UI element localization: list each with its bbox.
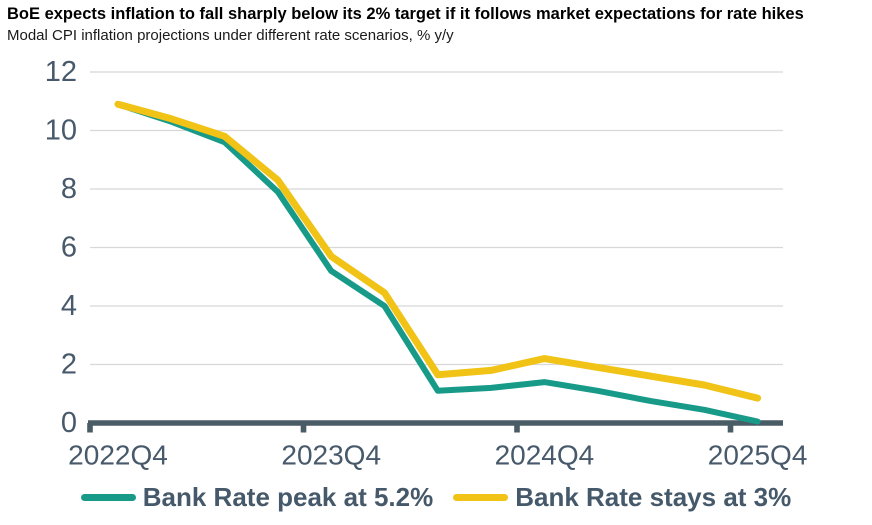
- x-axis-tick: [514, 423, 520, 433]
- x-axis-tick: [87, 423, 93, 433]
- y-axis-tick-label: 10: [45, 115, 77, 147]
- x-axis-tick-label: 2024Q4: [495, 440, 595, 471]
- legend-label-bank-rate-stays: Bank Rate stays at 3%: [515, 481, 792, 512]
- x-axis-tick-label: 2025Q4: [708, 440, 808, 471]
- line-chart: 0 2 4 6 8 10 12 2022Q4 2023Q4 2024Q4 2025Q4: [45, 56, 808, 471]
- y-axis-tick-label: 12: [45, 56, 77, 88]
- x-axis-tick: [300, 423, 307, 433]
- legend-swatch-yellow: [453, 493, 509, 501]
- x-axis-tick-label: 2023Q4: [281, 440, 381, 471]
- legend-item-bank-rate-stays: Bank Rate stays at 3%: [453, 482, 791, 513]
- series-line-bank-rate-peak-at-5-2-: [115, 101, 761, 425]
- chart-legend: Bank Rate peak at 5.2% Bank Rate stays a…: [0, 477, 872, 517]
- chart-title: BoE expects inflation to fall sharply be…: [7, 5, 804, 23]
- x-axis-tick: [727, 423, 734, 433]
- legend-swatch-teal: [80, 493, 136, 501]
- y-axis-tick-label: 2: [61, 349, 77, 381]
- legend-item-bank-rate-peak: Bank Rate peak at 5.2%: [80, 481, 434, 513]
- x-axis-tick-label: 2022Q4: [68, 440, 168, 471]
- y-axis-tick-label: 6: [61, 232, 77, 264]
- y-axis-tick-label: 0: [61, 407, 77, 439]
- y-axis-tick-label: 4: [61, 290, 77, 322]
- y-axis-tick-label: 8: [61, 173, 77, 205]
- chart-subtitle: Modal CPI inflation projections under di…: [7, 27, 454, 44]
- legend-label-bank-rate-peak: Bank Rate peak at 5.2%: [142, 481, 434, 512]
- series-line-bank-rate-stays-at-3-: [114, 100, 762, 402]
